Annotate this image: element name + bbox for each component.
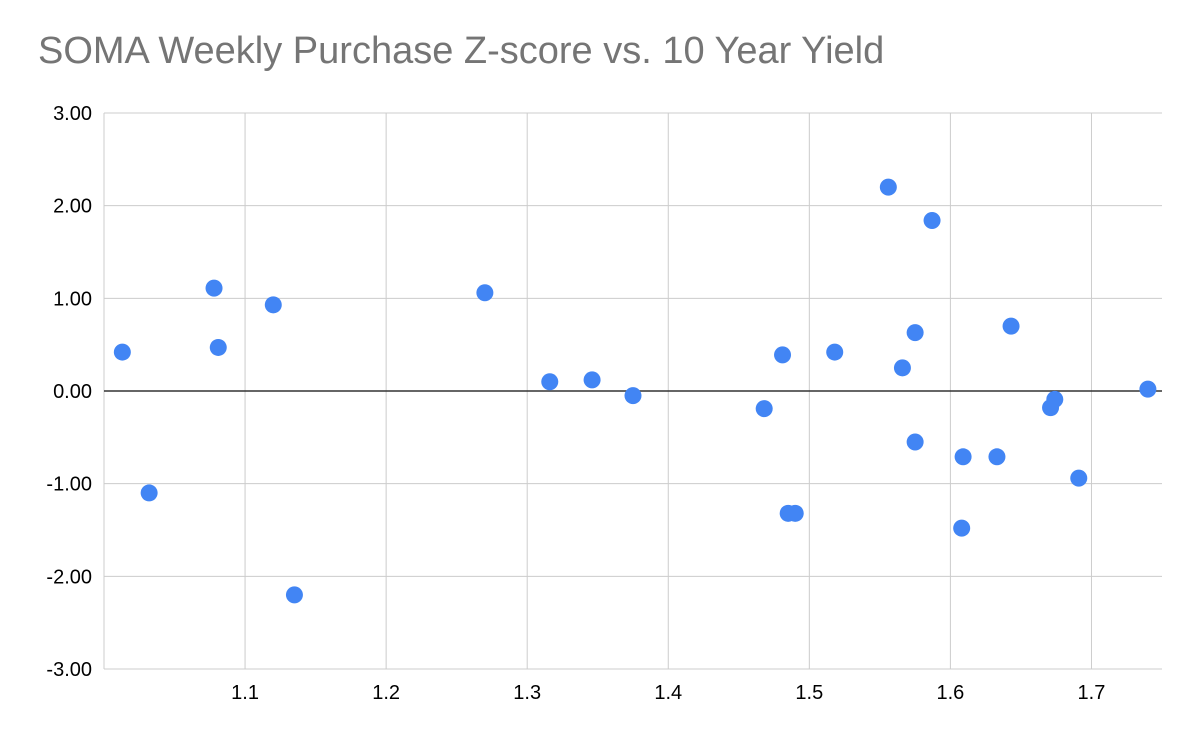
x-tick-label: 1.6: [936, 682, 964, 704]
data-point: [826, 343, 844, 361]
data-point: [893, 359, 911, 377]
data-point: [541, 373, 559, 391]
y-axis-tick-labels: 3.00 2.00 1.00 0.00 -1.00 -2.00 -3.00: [46, 103, 92, 681]
data-point: [1070, 469, 1088, 487]
y-tick-label: -2.00: [46, 566, 92, 588]
data-point: [879, 178, 897, 196]
x-tick-label: 1.5: [795, 682, 823, 704]
data-point: [140, 484, 158, 502]
y-tick-label: 1.00: [53, 288, 92, 310]
data-point: [205, 279, 223, 297]
data-point: [906, 433, 924, 451]
x-tick-label: 1.7: [1078, 682, 1106, 704]
data-points: [113, 178, 1157, 604]
data-point: [1139, 380, 1157, 398]
x-tick-label: 1.1: [231, 682, 259, 704]
y-tick-label: 3.00: [53, 103, 92, 125]
data-point: [285, 586, 303, 604]
x-axis-tick-labels: 1.1 1.2 1.3 1.4 1.5 1.6 1.7: [231, 682, 1105, 704]
y-tick-label: 0.00: [53, 381, 92, 403]
chart-title: SOMA Weekly Purchase Z-score vs. 10 Year…: [38, 30, 885, 72]
x-tick-label: 1.4: [654, 682, 682, 704]
data-point: [624, 387, 642, 405]
y-tick-label: 2.00: [53, 196, 92, 218]
data-point: [953, 519, 971, 537]
data-point: [1046, 390, 1064, 408]
data-point: [476, 284, 494, 302]
y-tick-label: -3.00: [46, 659, 92, 681]
data-point: [1002, 317, 1020, 335]
data-point: [786, 504, 804, 522]
data-point: [774, 346, 792, 364]
data-point: [906, 324, 924, 342]
data-point: [209, 338, 227, 356]
data-point: [264, 296, 282, 314]
x-tick-label: 1.2: [372, 682, 400, 704]
data-point: [923, 211, 941, 229]
data-point: [583, 371, 601, 389]
data-point: [755, 400, 773, 418]
data-point: [954, 448, 972, 466]
data-point: [113, 343, 131, 361]
data-point: [988, 448, 1006, 466]
y-tick-label: -1.00: [46, 474, 92, 496]
x-tick-label: 1.3: [513, 682, 541, 704]
